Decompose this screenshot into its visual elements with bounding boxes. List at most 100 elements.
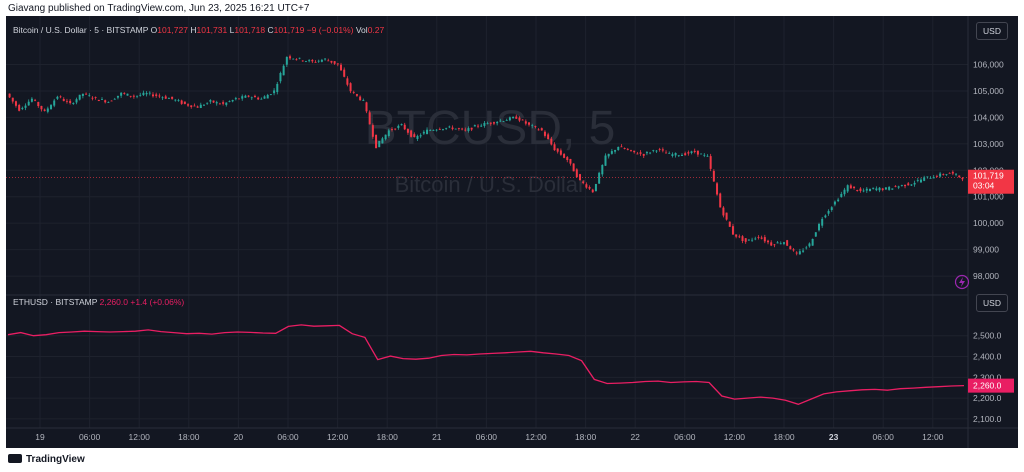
candle-body (782, 242, 785, 244)
candle-body (142, 92, 145, 96)
candle-body (91, 97, 94, 99)
publish-info: Giavang published on TradingView.com, Ju… (8, 3, 310, 14)
candle-body (441, 129, 444, 130)
chart-area[interactable]: BTCUSD, 5 Bitcoin / U.S. Dollar 106,000 1… (6, 16, 1018, 448)
time-axis[interactable]: 19 06:00 12:00 18:00 20 06:00 12:00 18:00 21 06:0… (35, 432, 943, 442)
candle-body (464, 129, 467, 131)
time-tick: 06:00 (79, 432, 101, 442)
eth-symbol-title[interactable]: ETHUSD · BITSTAMP (13, 297, 98, 307)
eth-price-tick: 2,100.0 (973, 414, 1002, 424)
candle-body (894, 185, 897, 187)
time-tick: 06:00 (674, 432, 696, 442)
candle-body (18, 105, 21, 111)
eth-currency-button[interactable]: USD (976, 294, 1008, 312)
candle-body (868, 188, 871, 192)
candle-body (639, 152, 642, 154)
candle-body (904, 184, 907, 187)
candle-body (929, 177, 932, 179)
candle-body (629, 150, 632, 151)
candle-body (56, 96, 59, 99)
candle-body (413, 134, 416, 138)
candle-body (798, 251, 801, 255)
symbol-watermark: BTCUSD, 5 Bitcoin / U.S. Dollar (365, 102, 616, 197)
candle-body (505, 120, 508, 121)
candle-body (693, 150, 696, 153)
candle-body (27, 101, 30, 106)
lightning-icon[interactable] (954, 274, 970, 290)
btc-currency-button[interactable]: USD (976, 22, 1008, 40)
candle-body (489, 122, 492, 124)
candle-body (336, 63, 339, 65)
candle-body (926, 176, 929, 178)
candle-body (623, 148, 626, 150)
candle-body (139, 94, 142, 96)
candle-body (158, 95, 161, 97)
btc-countdown: 03:04 (973, 181, 995, 191)
candle-body (477, 125, 480, 127)
candle-body (228, 101, 231, 102)
candle-body (916, 180, 919, 181)
candle-body (183, 101, 186, 104)
candle-body (422, 131, 425, 134)
chart-canvas[interactable]: BTCUSD, 5 Bitcoin / U.S. Dollar 106,000 1… (6, 16, 1018, 448)
candle-body (553, 144, 556, 151)
candle-body (155, 94, 158, 96)
candle-body (849, 185, 852, 189)
candle-body (85, 93, 88, 95)
tradingview-logo-icon (8, 454, 22, 463)
high-value: 101,731 (196, 25, 228, 35)
candle-body (719, 193, 722, 208)
grid-lines (6, 16, 968, 428)
candle-body (515, 116, 518, 119)
candle-body (75, 99, 78, 103)
candle-body (706, 155, 709, 157)
eth-last-value: 2,260.0 (99, 297, 128, 307)
tradingview-logo[interactable]: TradingView (8, 454, 85, 465)
candle-body (865, 188, 868, 191)
close-value: 101,719 (273, 25, 305, 35)
time-tick: 12:00 (525, 432, 547, 442)
candle-body (837, 199, 840, 202)
candle-body (779, 243, 782, 245)
eth-legend[interactable]: ETHUSD · BITSTAMP 2,260.0 +1.4 (+0.06%) (13, 297, 184, 307)
btc-symbol-title[interactable]: Bitcoin / U.S. Dollar · 5 · BITSTAMP (13, 25, 149, 35)
candle-body (830, 207, 833, 211)
candle-body (840, 193, 843, 198)
candle-body (24, 105, 27, 108)
candle-body (677, 155, 680, 157)
candle-body (652, 150, 655, 151)
candle-body (811, 238, 814, 246)
candle-body (327, 60, 330, 62)
candle-body (406, 128, 409, 133)
candle-body (540, 128, 543, 131)
candle-body (932, 177, 935, 179)
candle-body (712, 170, 715, 182)
btc-price-tick: 98,000 (973, 271, 999, 281)
btc-price-tick: 99,000 (973, 245, 999, 255)
candle-body (451, 127, 454, 130)
candle-body (467, 128, 470, 131)
candle-body (470, 127, 473, 130)
candle-body (939, 173, 942, 177)
btc-legend[interactable]: Bitcoin / U.S. Dollar · 5 · BITSTAMP O10… (13, 25, 384, 35)
candle-body (387, 130, 390, 137)
eth-price-axis[interactable]: 2,500.0 2,400.0 2,300.0 2,200.0 2,100.0 (973, 331, 1002, 424)
candle-body (107, 101, 110, 103)
candle-body (547, 134, 550, 140)
candle-body (301, 60, 304, 62)
candle-body (680, 154, 683, 156)
candle-body (40, 105, 43, 110)
candle-body (218, 103, 221, 105)
candle-body (722, 207, 725, 216)
low-label: L (229, 25, 235, 35)
candle-body (46, 108, 49, 112)
candle-body (763, 237, 766, 242)
candle-body (355, 94, 358, 96)
candle-body (438, 129, 441, 130)
candle-body (528, 122, 531, 125)
time-tick: 18:00 (575, 432, 597, 442)
candle-body (136, 95, 139, 97)
volume-label: Vol (355, 25, 368, 35)
candle-body (700, 153, 703, 155)
candle-body (884, 187, 887, 190)
